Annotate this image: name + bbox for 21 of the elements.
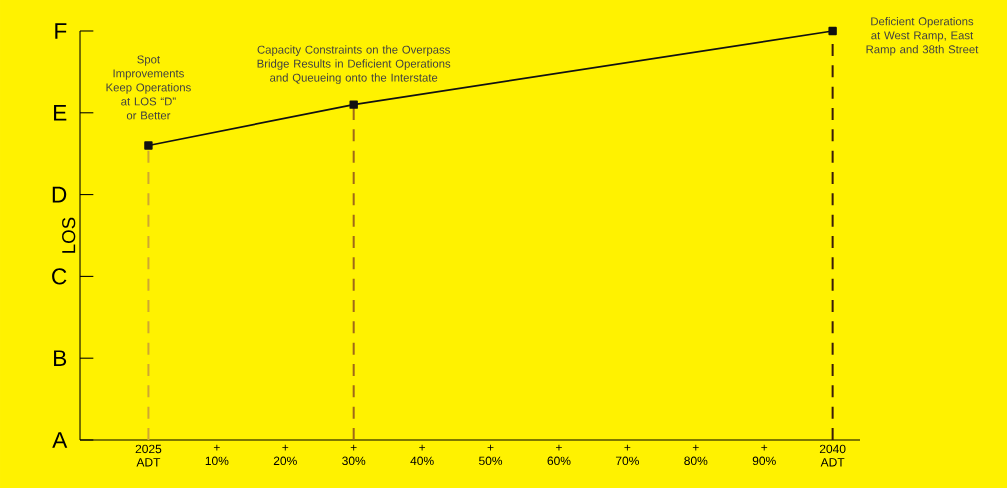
text: A [52, 432, 68, 448]
x-tick-label: + 10% [205, 444, 229, 466]
x-tick-label: + 90% [752, 444, 776, 466]
text: D [52, 186, 67, 203]
y-axis-title: LOS [62, 217, 76, 253]
x-tick-label: 2040 ADT [819, 444, 846, 467]
annotation: Deficient Operations at West Ramp, East Ramp and 38th Street [866, 17, 979, 56]
annotation: Capacity Constraints on the Overpass Bridge Results in Deficient Operations and Queueing onto the Interstate [257, 45, 451, 84]
annotation: Spot Improvements Keep Operations at LOS “D” or Better [106, 55, 191, 120]
x-tick-label: + 70% [615, 444, 639, 466]
x-tick-label: + 60% [547, 444, 571, 466]
x-tick-label: + 20% [273, 444, 297, 466]
x-tick-label: 2025 ADT [135, 444, 162, 467]
x-tick-label: + 80% [684, 444, 708, 466]
text: E [54, 104, 67, 121]
x-tick-label: + 50% [479, 444, 503, 466]
text: F [55, 23, 67, 39]
x-tick-label: + 40% [410, 444, 434, 466]
text: C [52, 268, 67, 285]
text: B [54, 350, 67, 366]
x-tick-label: + 30% [342, 444, 366, 466]
